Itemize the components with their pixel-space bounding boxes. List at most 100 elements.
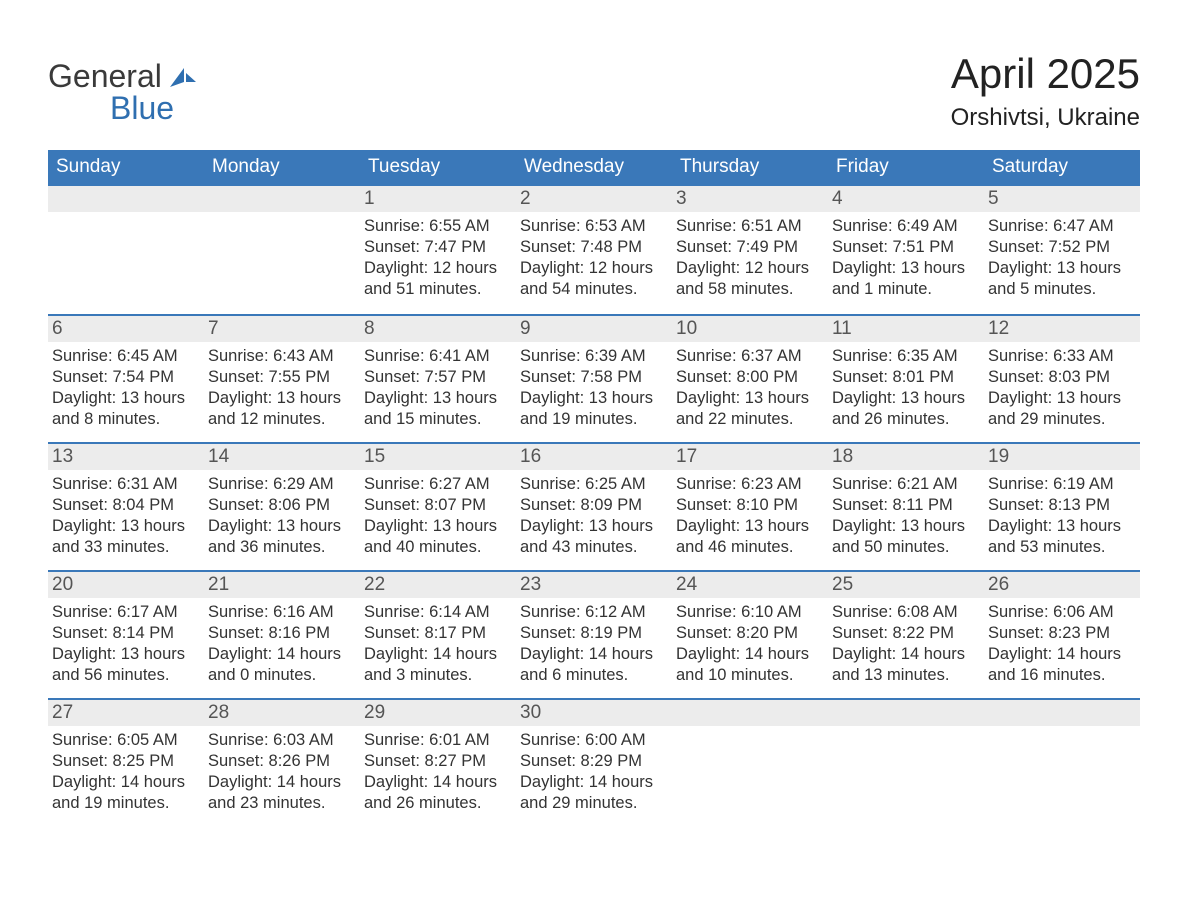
sunset-text: Sunset: 7:55 PM	[208, 367, 356, 388]
day-number: 20	[48, 572, 204, 598]
sunrise-text: Sunrise: 6:49 AM	[832, 216, 980, 237]
day-cell: Sunrise: 6:39 AMSunset: 7:58 PMDaylight:…	[516, 342, 672, 440]
sunset-text: Sunset: 8:20 PM	[676, 623, 824, 644]
sunset-text: Sunset: 7:54 PM	[52, 367, 200, 388]
daylight-text-line1: Daylight: 13 hours	[52, 644, 200, 665]
sunset-text: Sunset: 7:51 PM	[832, 237, 980, 258]
day-number: 30	[516, 700, 672, 726]
sunset-text: Sunset: 8:00 PM	[676, 367, 824, 388]
day-cell: Sunrise: 6:35 AMSunset: 8:01 PMDaylight:…	[828, 342, 984, 440]
daylight-text-line1: Daylight: 13 hours	[208, 516, 356, 537]
day-cell: Sunrise: 6:33 AMSunset: 8:03 PMDaylight:…	[984, 342, 1140, 440]
sunset-text: Sunset: 8:23 PM	[988, 623, 1136, 644]
day-cell: Sunrise: 6:53 AMSunset: 7:48 PMDaylight:…	[516, 212, 672, 310]
sunrise-text: Sunrise: 6:19 AM	[988, 474, 1136, 495]
sunrise-text: Sunrise: 6:53 AM	[520, 216, 668, 237]
daylight-text-line1: Daylight: 13 hours	[364, 516, 512, 537]
day-cell: Sunrise: 6:06 AMSunset: 8:23 PMDaylight:…	[984, 598, 1140, 696]
sunrise-text: Sunrise: 6:39 AM	[520, 346, 668, 367]
daylight-text-line2: and 33 minutes.	[52, 537, 200, 558]
daylight-text-line2: and 23 minutes.	[208, 793, 356, 814]
daylight-text-line1: Daylight: 13 hours	[208, 388, 356, 409]
day-cell: Sunrise: 6:17 AMSunset: 8:14 PMDaylight:…	[48, 598, 204, 696]
daylight-text-line1: Daylight: 12 hours	[520, 258, 668, 279]
day-number: 29	[360, 700, 516, 726]
daylight-text-line1: Daylight: 13 hours	[520, 388, 668, 409]
sunset-text: Sunset: 8:07 PM	[364, 495, 512, 516]
sunset-text: Sunset: 8:22 PM	[832, 623, 980, 644]
day-number	[828, 700, 984, 726]
daylight-text-line2: and 5 minutes.	[988, 279, 1136, 300]
weekday-header: Wednesday	[516, 150, 672, 186]
day-cell: Sunrise: 6:14 AMSunset: 8:17 PMDaylight:…	[360, 598, 516, 696]
location-label: Orshivtsi, Ukraine	[951, 104, 1140, 132]
page-header: General Blue April 2025 Orshivtsi, Ukrai…	[48, 50, 1140, 132]
day-number: 15	[360, 444, 516, 470]
day-cell: Sunrise: 6:25 AMSunset: 8:09 PMDaylight:…	[516, 470, 672, 568]
daylight-text-line2: and 10 minutes.	[676, 665, 824, 686]
sunset-text: Sunset: 8:19 PM	[520, 623, 668, 644]
day-cell	[672, 726, 828, 824]
sunrise-text: Sunrise: 6:10 AM	[676, 602, 824, 623]
day-number: 7	[204, 316, 360, 342]
day-number: 25	[828, 572, 984, 598]
day-number: 22	[360, 572, 516, 598]
day-number-row: 13141516171819	[48, 444, 1140, 470]
sunset-text: Sunset: 8:11 PM	[832, 495, 980, 516]
sunset-text: Sunset: 8:03 PM	[988, 367, 1136, 388]
day-cell: Sunrise: 6:49 AMSunset: 7:51 PMDaylight:…	[828, 212, 984, 310]
sunrise-text: Sunrise: 6:55 AM	[364, 216, 512, 237]
day-number: 3	[672, 186, 828, 212]
day-cell: Sunrise: 6:47 AMSunset: 7:52 PMDaylight:…	[984, 212, 1140, 310]
sunrise-text: Sunrise: 6:41 AM	[364, 346, 512, 367]
weeks-container: 12345Sunrise: 6:55 AMSunset: 7:47 PMDayl…	[48, 186, 1140, 826]
sunrise-text: Sunrise: 6:16 AM	[208, 602, 356, 623]
day-number: 28	[204, 700, 360, 726]
page-title: April 2025	[951, 50, 1140, 98]
sunset-text: Sunset: 8:06 PM	[208, 495, 356, 516]
daylight-text-line1: Daylight: 14 hours	[832, 644, 980, 665]
sunrise-text: Sunrise: 6:17 AM	[52, 602, 200, 623]
day-number-row: 27282930	[48, 700, 1140, 726]
sunset-text: Sunset: 8:29 PM	[520, 751, 668, 772]
day-cell: Sunrise: 6:01 AMSunset: 8:27 PMDaylight:…	[360, 726, 516, 824]
daylight-text-line2: and 8 minutes.	[52, 409, 200, 430]
daylight-text-line2: and 46 minutes.	[676, 537, 824, 558]
daylight-text-line2: and 50 minutes.	[832, 537, 980, 558]
day-cell: Sunrise: 6:41 AMSunset: 7:57 PMDaylight:…	[360, 342, 516, 440]
day-number: 13	[48, 444, 204, 470]
daylight-text-line1: Daylight: 13 hours	[364, 388, 512, 409]
daylight-text-line1: Daylight: 13 hours	[832, 258, 980, 279]
sunset-text: Sunset: 7:47 PM	[364, 237, 512, 258]
daylight-text-line1: Daylight: 13 hours	[988, 388, 1136, 409]
sunset-text: Sunset: 8:26 PM	[208, 751, 356, 772]
day-number: 10	[672, 316, 828, 342]
day-number: 4	[828, 186, 984, 212]
sunset-text: Sunset: 8:27 PM	[364, 751, 512, 772]
sunrise-text: Sunrise: 6:25 AM	[520, 474, 668, 495]
daylight-text-line2: and 43 minutes.	[520, 537, 668, 558]
day-cell	[828, 726, 984, 824]
sunset-text: Sunset: 7:48 PM	[520, 237, 668, 258]
week-row: 20212223242526Sunrise: 6:17 AMSunset: 8:…	[48, 570, 1140, 698]
sunset-text: Sunset: 8:04 PM	[52, 495, 200, 516]
sunset-text: Sunset: 8:09 PM	[520, 495, 668, 516]
day-number	[204, 186, 360, 212]
daylight-text-line1: Daylight: 13 hours	[52, 516, 200, 537]
sunset-text: Sunset: 8:14 PM	[52, 623, 200, 644]
day-cell: Sunrise: 6:00 AMSunset: 8:29 PMDaylight:…	[516, 726, 672, 824]
day-cell: Sunrise: 6:45 AMSunset: 7:54 PMDaylight:…	[48, 342, 204, 440]
daylight-text-line1: Daylight: 14 hours	[52, 772, 200, 793]
day-cell: Sunrise: 6:10 AMSunset: 8:20 PMDaylight:…	[672, 598, 828, 696]
week-row: 27282930Sunrise: 6:05 AMSunset: 8:25 PMD…	[48, 698, 1140, 826]
sunrise-text: Sunrise: 6:47 AM	[988, 216, 1136, 237]
daylight-text-line1: Daylight: 12 hours	[676, 258, 824, 279]
brand-text-general: General	[48, 58, 162, 94]
sunrise-text: Sunrise: 6:14 AM	[364, 602, 512, 623]
sunrise-text: Sunrise: 6:51 AM	[676, 216, 824, 237]
day-number: 5	[984, 186, 1140, 212]
weekday-header: Tuesday	[360, 150, 516, 186]
sunset-text: Sunset: 7:57 PM	[364, 367, 512, 388]
day-cell: Sunrise: 6:51 AMSunset: 7:49 PMDaylight:…	[672, 212, 828, 310]
day-cell	[204, 212, 360, 310]
